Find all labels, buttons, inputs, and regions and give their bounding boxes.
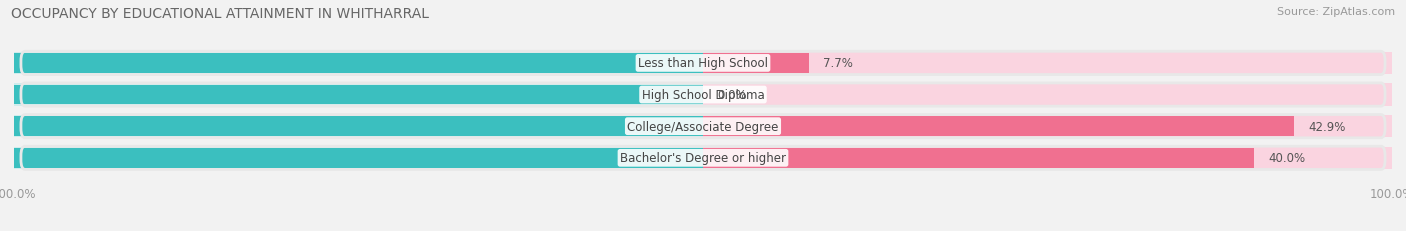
Text: Less than High School: Less than High School xyxy=(638,57,768,70)
Bar xyxy=(0,85,703,105)
Bar xyxy=(0,117,703,136)
Bar xyxy=(703,54,808,73)
Bar xyxy=(14,53,703,75)
Text: 0.0%: 0.0% xyxy=(717,89,747,102)
FancyBboxPatch shape xyxy=(18,115,1388,138)
Bar xyxy=(14,84,703,106)
Text: College/Associate Degree: College/Associate Degree xyxy=(627,120,779,133)
FancyBboxPatch shape xyxy=(18,84,1388,107)
FancyBboxPatch shape xyxy=(18,146,1388,170)
Text: 42.9%: 42.9% xyxy=(1308,120,1346,133)
Bar xyxy=(0,149,703,168)
Bar xyxy=(14,116,703,138)
Text: Source: ZipAtlas.com: Source: ZipAtlas.com xyxy=(1277,7,1395,17)
Bar xyxy=(703,147,1392,169)
Bar xyxy=(703,84,1392,106)
Text: High School Diploma: High School Diploma xyxy=(641,89,765,102)
Text: OCCUPANCY BY EDUCATIONAL ATTAINMENT IN WHITHARRAL: OCCUPANCY BY EDUCATIONAL ATTAINMENT IN W… xyxy=(11,7,429,21)
Bar xyxy=(703,53,1392,75)
FancyBboxPatch shape xyxy=(18,52,1388,75)
Bar xyxy=(703,149,1254,168)
Bar xyxy=(703,117,1294,136)
Bar xyxy=(0,54,703,73)
Text: 7.7%: 7.7% xyxy=(823,57,853,70)
Bar xyxy=(14,147,703,169)
Text: Bachelor's Degree or higher: Bachelor's Degree or higher xyxy=(620,152,786,165)
Text: 40.0%: 40.0% xyxy=(1268,152,1305,165)
Bar xyxy=(703,116,1392,138)
